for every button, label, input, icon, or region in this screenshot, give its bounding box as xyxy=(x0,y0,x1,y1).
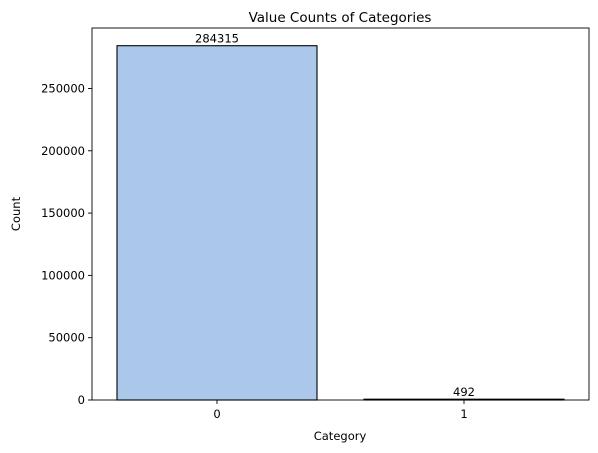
x-tick-label: 1 xyxy=(460,407,467,421)
bars-group xyxy=(116,45,565,401)
y-tick-label: 200000 xyxy=(41,144,85,158)
y-axis-label: Count xyxy=(9,196,23,231)
data-label-1: 492 xyxy=(453,385,475,399)
plot-frame xyxy=(91,27,590,401)
y-tick-label: 250000 xyxy=(41,81,85,95)
y-tick-label: 50000 xyxy=(48,331,85,345)
x-axis-label: Category xyxy=(314,429,367,443)
y-axis: 0 50000 100000 150000 200000 250000 xyxy=(41,81,92,407)
data-labels-group: 284315 492 xyxy=(195,32,475,399)
bar-0 xyxy=(116,45,318,401)
chart-title: Value Counts of Categories xyxy=(249,10,432,26)
y-tick-label: 100000 xyxy=(41,268,85,282)
data-label-0: 284315 xyxy=(195,32,239,46)
x-tick-label: 0 xyxy=(213,407,220,421)
y-tick-label: 0 xyxy=(78,393,85,407)
y-tick-label: 150000 xyxy=(41,206,85,220)
